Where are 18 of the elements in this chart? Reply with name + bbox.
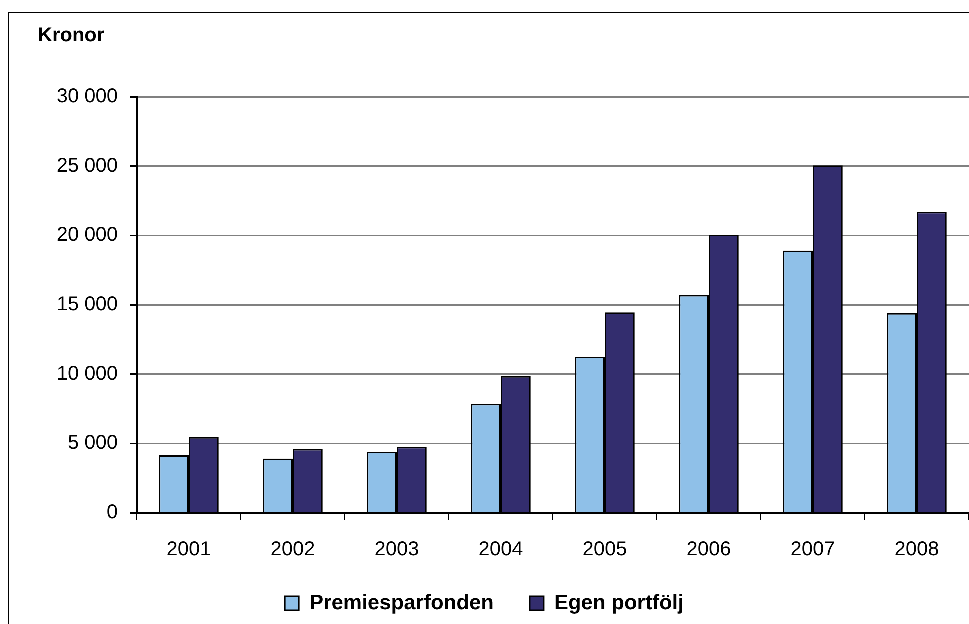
legend-label: Egen portfölj: [554, 591, 684, 614]
x-tick-label: 2001: [166, 538, 212, 561]
legend-label: Premiesparfonden: [310, 591, 494, 614]
x-tick-label: 2003: [374, 538, 420, 561]
x-tick-label: 2002: [270, 538, 316, 561]
y-tick-label: 20 000: [56, 224, 118, 246]
y-tick-label: 0: [106, 502, 118, 524]
x-tick-label: 2008: [894, 538, 940, 561]
y-tick-label: 30 000: [56, 86, 118, 108]
y-axis-title: Kronor: [38, 24, 105, 47]
x-tick-label: 2004: [478, 538, 524, 561]
x-tick-label: 2007: [790, 538, 836, 561]
x-tick-label: 2006: [686, 538, 732, 561]
y-tick-label: 10 000: [56, 362, 118, 385]
y-tick-label: 25 000: [56, 154, 118, 177]
x-tick-label: 2005: [582, 538, 628, 561]
y-tick-label: 15 000: [56, 294, 118, 316]
y-tick-label: 5 000: [68, 432, 118, 454]
